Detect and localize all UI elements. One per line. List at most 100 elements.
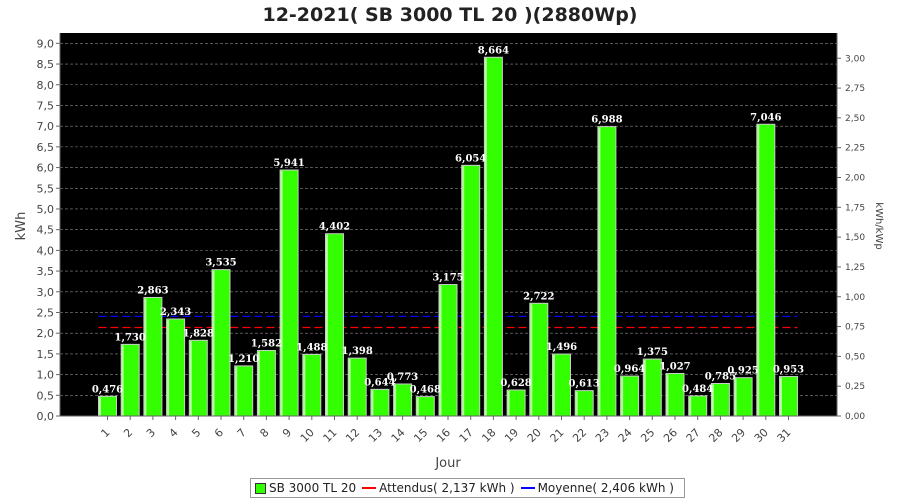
y-tick-label: 2,5 [37, 306, 55, 319]
x-tick-label: 19 [502, 426, 521, 445]
y-tick-label: 2,0 [37, 327, 55, 340]
x-tick-label: 23 [593, 426, 612, 445]
x-tick-label: 5 [189, 426, 203, 440]
bar-day-11 [325, 233, 344, 417]
value-label-day-17: 6,054 [455, 153, 486, 164]
y-tick-label: 4,0 [37, 244, 55, 257]
x-tick-label: 29 [729, 426, 748, 445]
legend-label-average: Moyenne( 2,406 kWh ) [537, 481, 674, 495]
x-axis: 1 2 3 4 5 6 7 8 9 10 11 12 13 14 15 16 17 18 19 20 21 22 23 24 2… [60, 415, 837, 445]
x-tick-label: 4 [167, 426, 181, 440]
y2-tick-label: 0,25 [845, 382, 865, 392]
value-label-day-3: 2,863 [137, 285, 168, 296]
bar-day-20 [529, 302, 549, 417]
y2-axis-label: kWh/kWp [873, 202, 884, 249]
value-label-day-6: 3,535 [205, 258, 236, 269]
bar-day-28 [710, 382, 730, 417]
x-tick-label: 13 [366, 426, 385, 445]
x-tick-label: 25 [638, 426, 657, 445]
x-tick-label: 3 [144, 426, 158, 440]
legend-swatch-average [520, 487, 535, 489]
bar-day-5 [188, 339, 208, 417]
x-tick-label: 22 [570, 426, 589, 445]
x-tick-label: 27 [684, 426, 703, 445]
y-tick-label: 8,0 [37, 79, 55, 92]
legend-label-production: SB 3000 TL 20 [269, 481, 357, 495]
value-label-day-1: 0,476 [92, 384, 123, 395]
y2-tick-label: 1,25 [845, 263, 865, 273]
bar-day-15 [415, 396, 435, 417]
bar-day-9 [279, 169, 299, 417]
x-tick-label: 17 [457, 426, 476, 445]
y-tick-label: 5,5 [37, 182, 55, 195]
x-tick-label: 11 [321, 426, 340, 445]
value-label-day-24: 0,964 [614, 364, 645, 375]
y-axis: 0,0 0,5 1,0 1,5 2,0 2,5 3,0 3,5 4,0 4,5 5,0 5,5 6,0 6… [37, 33, 61, 423]
bar-day-1 [98, 395, 117, 417]
value-label-day-29: 0,925 [727, 366, 758, 377]
x-tick-label: 18 [479, 426, 498, 445]
bars [98, 56, 798, 417]
value-label-day-12: 1,398 [342, 346, 373, 357]
value-label-day-21: 1,496 [546, 342, 577, 353]
y2-tick-label: 0,75 [845, 323, 865, 333]
y2-tick-label: 2,25 [845, 144, 865, 154]
value-label-day-30: 7,046 [750, 112, 781, 123]
chart-title: 12-2021( SB 3000 TL 20 )(2880Wp) [262, 4, 637, 26]
legend-swatch-production [255, 482, 266, 494]
y-tick-label: 1,5 [37, 348, 55, 361]
value-label-day-26: 1,027 [659, 361, 690, 372]
x-tick-label: 12 [343, 426, 362, 445]
y-axis-label: kWh [14, 212, 29, 241]
bar-day-27 [688, 395, 708, 417]
legend-label-expected: Attendus( 2,137 kWh ) [379, 481, 515, 495]
value-label-day-5: 1,828 [183, 328, 214, 339]
value-label-day-28: 0,785 [705, 371, 736, 382]
legend-swatch-expected [362, 487, 377, 489]
bar-day-29 [733, 377, 753, 417]
x-tick-label: 21 [548, 426, 567, 445]
value-label-day-8: 1,582 [251, 338, 282, 349]
y2-axis: 0,00 0,25 0,50 0,75 1,00 1,25 1,50 1,75 2,00 2,25… [836, 33, 865, 422]
value-label-day-11: 4,402 [319, 222, 350, 233]
y-tick-label: 3,0 [37, 286, 55, 299]
grid-lines [60, 43, 837, 396]
y2-tick-label: 2,00 [845, 174, 865, 184]
x-tick-label: 16 [434, 426, 453, 445]
y-tick-label: 0,5 [37, 389, 55, 402]
y2-tick-label: 1,00 [845, 293, 865, 303]
y-tick-label: 4,5 [37, 224, 55, 237]
y-tick-label: 8,5 [37, 58, 55, 71]
x-tick-label: 14 [389, 426, 408, 445]
bar-day-19 [506, 389, 526, 417]
value-label-day-2: 1,730 [115, 332, 146, 343]
value-label-day-20: 2,722 [523, 291, 554, 302]
y2-tick-label: 0,00 [845, 412, 865, 422]
bar-day-31 [779, 376, 798, 417]
y-tick-label: 3,5 [37, 265, 55, 278]
value-label-day-4: 2,343 [160, 307, 191, 318]
legend: SB 3000 TL 20 Attendus( 2,137 kWh ) Moye… [250, 478, 685, 498]
value-label-day-18: 8,664 [478, 45, 509, 56]
x-tick-label: 1 [98, 426, 112, 440]
x-tick-label: 2 [121, 426, 135, 440]
x-tick-label: 31 [775, 426, 794, 445]
bar-day-16 [438, 284, 458, 417]
bar-day-10 [302, 353, 322, 417]
legend-item-average: Moyenne( 2,406 kWh ) [520, 481, 674, 495]
x-axis-label: Jour [434, 456, 461, 471]
legend-item-expected: Attendus( 2,137 kWh ) [362, 481, 515, 495]
value-label-day-7: 1,210 [228, 354, 259, 365]
x-tick-label: 30 [752, 426, 771, 445]
y-tick-label: 7,0 [37, 120, 55, 133]
bar-day-2 [120, 343, 140, 417]
y-tick-label: 1,0 [37, 369, 55, 382]
y-tick-label: 7,5 [37, 99, 55, 112]
y2-tick-label: 0,50 [845, 352, 865, 362]
x-tick-label: 10 [298, 426, 317, 445]
y2-tick-label: 2,75 [845, 84, 865, 94]
bar-day-24 [620, 375, 640, 417]
value-label-day-19: 0,628 [500, 378, 531, 389]
x-tick-label: 15 [411, 426, 430, 445]
